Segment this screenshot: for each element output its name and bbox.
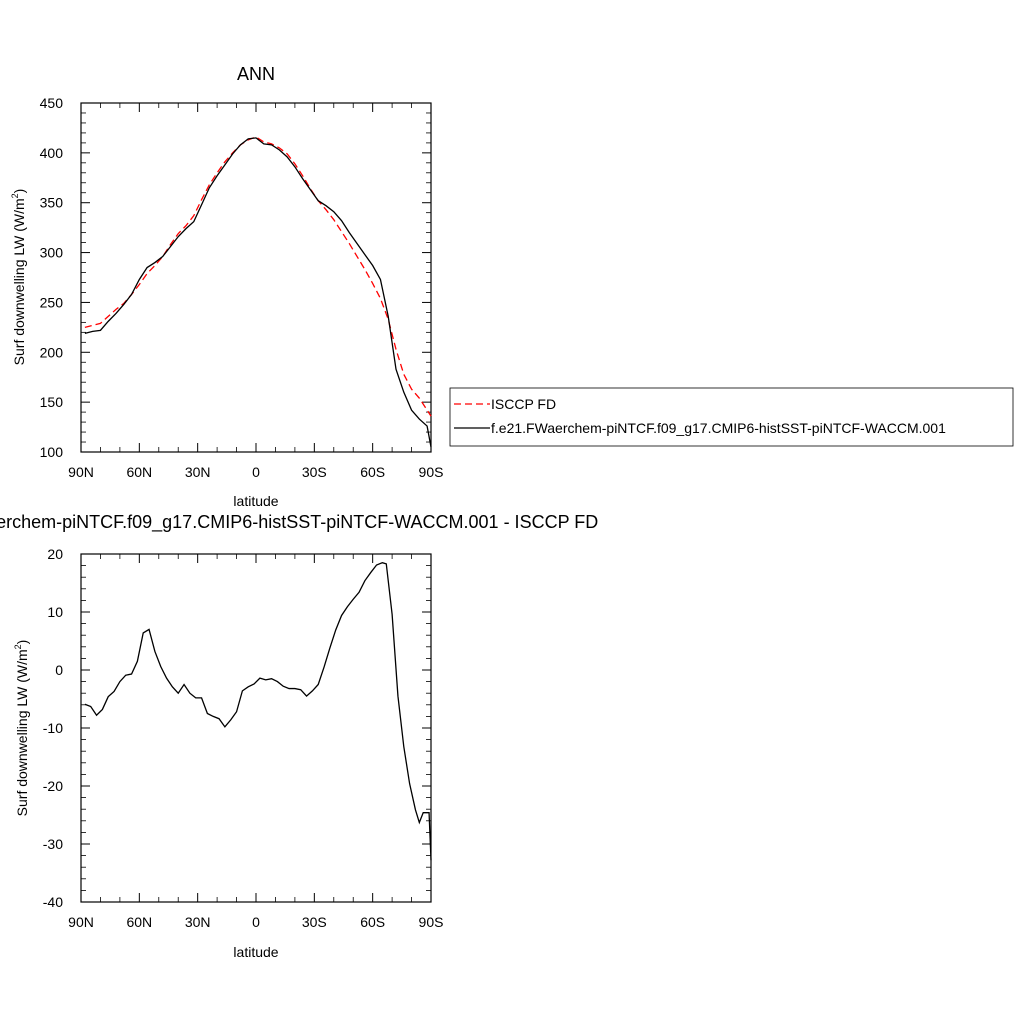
x-tick-label: 30S: [302, 464, 327, 480]
y-tick-label: -10: [43, 720, 63, 736]
bottom-axes: 90N 60N 30N 0 30S 60S 90S -40 -30 -20 -10 0 10 20: [43, 546, 444, 930]
legend-label-isccp: ISCCP FD: [491, 396, 556, 412]
x-tick-label: 0: [252, 464, 260, 480]
legend-box: [449, 387, 1014, 447]
top-ylabel-close: ): [11, 189, 27, 194]
bottom-panel: f.e21.FWaerchem-piNTCF.f09_g17.CMIP6-his…: [0, 512, 598, 960]
y-tick-label: 300: [40, 245, 64, 261]
bottom-ylabel-text: Surf downwelling LW (W/m: [14, 649, 30, 816]
top-title: ANN: [237, 64, 275, 84]
bottom-ylabel: Surf downwelling LW (W/m2): [13, 640, 30, 817]
x-tick-label: 60N: [126, 914, 152, 930]
x-tick-label: 90N: [68, 914, 94, 930]
y-tick-label: -40: [43, 894, 63, 910]
y-tick-label: -30: [43, 836, 63, 852]
y-tick-label: 0: [55, 662, 63, 678]
top-ylabel-sup: 2: [10, 193, 20, 198]
x-tick-label: 90N: [68, 464, 94, 480]
top-series-1-line: [84, 137, 432, 448]
y-tick-label: 400: [40, 145, 64, 161]
legend-label-model: f.e21.FWaerchem-piNTCF.f09_g17.CMIP6-his…: [491, 420, 946, 436]
y-tick-label: 20: [47, 546, 63, 562]
x-tick-label: 60N: [126, 464, 152, 480]
top-plot-frame: [80, 102, 432, 453]
x-tick-label: 30N: [185, 464, 211, 480]
top-xlabel: latitude: [233, 493, 278, 509]
bottom-xlabel: latitude: [233, 944, 278, 960]
x-tick-label: 60S: [360, 464, 385, 480]
bottom-plot-frame: [80, 553, 432, 903]
y-tick-label: -20: [43, 778, 63, 794]
x-tick-label: 60S: [360, 914, 385, 930]
bottom-ylabel-close: ): [14, 640, 30, 645]
bottom-title: f.e21.FWaerchem-piNTCF.f09_g17.CMIP6-his…: [0, 512, 598, 533]
y-tick-label: 10: [47, 604, 63, 620]
top-plot-area: [84, 136, 432, 448]
bottom-ylabel-sup: 2: [13, 644, 23, 649]
x-tick-label: 90S: [419, 464, 444, 480]
y-tick-label: 450: [40, 95, 64, 111]
y-tick-label: 150: [40, 394, 64, 410]
y-tick-label: 350: [40, 195, 64, 211]
bottom-plot-area: [84, 562, 432, 861]
x-tick-label: 30S: [302, 914, 327, 930]
y-tick-label: 250: [40, 294, 64, 310]
top-ylabel: Surf downwelling LW (W/m2): [10, 189, 27, 366]
top-series-0-line: [84, 136, 432, 417]
top-axes: 90N 60N 30N 0 30S 60S 90S 100 150 200 250 300 350 400…: [40, 95, 444, 480]
y-tick-label: 100: [40, 444, 64, 460]
legend: ISCCP FD f.e21.FWaerchem-piNTCF.f09_g17.…: [449, 387, 1014, 447]
x-tick-label: 0: [252, 914, 260, 930]
top-ylabel-text: Surf downwelling LW (W/m: [11, 198, 27, 365]
bottom-series-0-line: [84, 562, 432, 861]
x-tick-label: 30N: [185, 914, 211, 930]
top-panel: ANN 90N 60N 30N 0 30S 60S 90S 100 150 200 250 300 35…: [10, 64, 443, 509]
y-tick-label: 200: [40, 344, 64, 360]
x-tick-label: 90S: [419, 914, 444, 930]
